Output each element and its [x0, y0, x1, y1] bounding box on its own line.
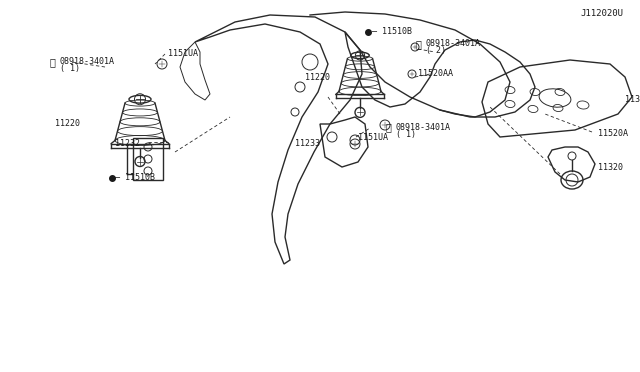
Text: 11320: 11320	[598, 163, 623, 171]
Text: 11233: 11233	[295, 140, 320, 148]
Text: 1151UA: 1151UA	[168, 49, 198, 58]
Text: 08918-3401A: 08918-3401A	[426, 39, 481, 48]
Text: ( 1): ( 1)	[396, 129, 416, 138]
Text: Ⓝ: Ⓝ	[415, 39, 421, 49]
Text: 11220: 11220	[55, 119, 80, 128]
Text: Ⓝ: Ⓝ	[49, 57, 55, 67]
Text: 08918-3401A: 08918-3401A	[60, 58, 115, 67]
Text: J112020U: J112020U	[580, 10, 623, 19]
Text: ( 1): ( 1)	[60, 64, 80, 74]
Text: 11520AA: 11520AA	[418, 70, 453, 78]
Text: 11232: 11232	[115, 140, 140, 148]
Text: 11220: 11220	[305, 73, 330, 81]
Text: — 11510B: — 11510B	[115, 173, 155, 183]
Text: 1151UA: 1151UA	[358, 132, 388, 141]
Text: — 11510B: — 11510B	[372, 28, 412, 36]
Text: 11340: 11340	[625, 96, 640, 105]
Bar	[133, 138, 163, 180]
Text: 08918-3401A: 08918-3401A	[396, 122, 451, 131]
Text: ( 2): ( 2)	[426, 46, 446, 55]
Text: 11520A: 11520A	[598, 129, 628, 138]
Text: Ⓝ: Ⓝ	[385, 122, 391, 132]
